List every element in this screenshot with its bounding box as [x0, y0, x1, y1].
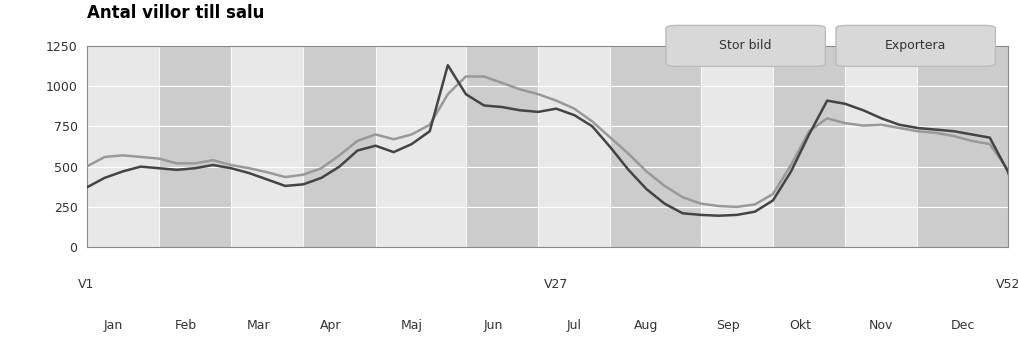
Text: Jan: Jan [104, 319, 123, 332]
Text: Sep: Sep [716, 319, 740, 332]
Text: V27: V27 [544, 278, 568, 291]
Text: Okt: Okt [789, 319, 811, 332]
Bar [159, 46, 231, 247]
Text: Stor bild: Stor bild [720, 40, 772, 52]
FancyBboxPatch shape [836, 25, 996, 66]
Bar [376, 46, 466, 247]
Bar [466, 46, 539, 247]
Text: Jun: Jun [484, 319, 503, 332]
Bar [917, 46, 1018, 247]
Text: Feb: Feb [175, 319, 196, 332]
FancyBboxPatch shape [666, 25, 826, 66]
Bar [700, 46, 773, 247]
Text: Dec: Dec [951, 319, 975, 332]
Bar [303, 46, 376, 247]
Text: Nov: Nov [869, 319, 894, 332]
Bar [611, 46, 700, 247]
Text: V52: V52 [996, 278, 1018, 291]
Bar [845, 46, 917, 247]
Text: Jul: Jul [567, 319, 581, 332]
Bar [539, 46, 611, 247]
Text: Maj: Maj [401, 319, 422, 332]
Bar [87, 46, 159, 247]
Text: Antal villor till salu: Antal villor till salu [87, 4, 264, 22]
Text: Exportera: Exportera [885, 40, 947, 52]
Text: Apr: Apr [320, 319, 341, 332]
Bar [773, 46, 845, 247]
Bar [231, 46, 303, 247]
Text: V1: V1 [78, 278, 95, 291]
Text: Aug: Aug [634, 319, 659, 332]
Text: Mar: Mar [246, 319, 270, 332]
